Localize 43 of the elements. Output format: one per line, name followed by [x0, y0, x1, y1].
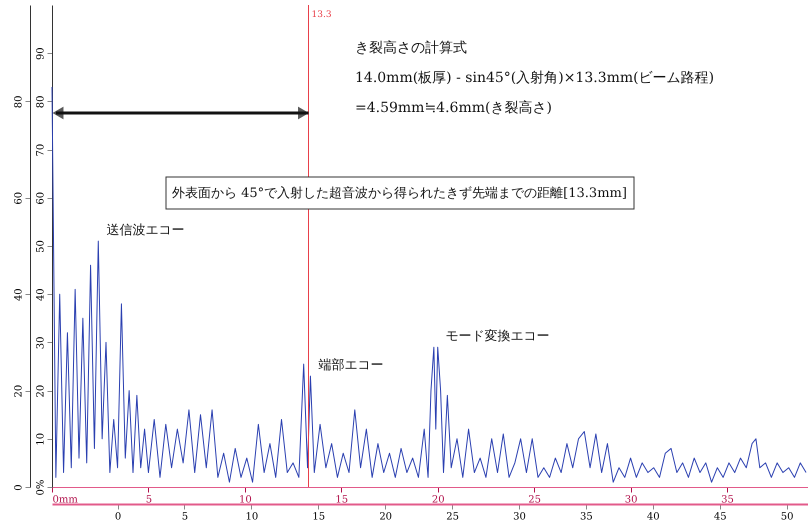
annotation: モード変換エコー — [446, 328, 550, 344]
x-tick-label: 35 — [721, 494, 734, 506]
annotation: =4.59mm≒4.6mm(き裂高さ) — [355, 100, 552, 116]
x-tick-label: 30 — [624, 494, 638, 506]
annotation: 14.0mm(板厚) - sin45°(入射角)×13.3mm(ビーム路程) — [355, 70, 714, 86]
x2-tick-label: 45 — [714, 512, 727, 522]
y-tick-label: 90 — [36, 47, 46, 60]
y2-tick-label: 60 — [14, 192, 24, 205]
annotation: 端部エコー — [318, 358, 384, 374]
x2-tick-label: 35 — [580, 512, 593, 522]
x2-tick-label: 5 — [182, 512, 188, 522]
x-tick-label: 20 — [432, 494, 445, 506]
annotation: き裂高さの計算式 — [355, 40, 467, 56]
annotation: 外表面から 45°で入射した超音波から得られたきず先端までの距離[13.3mm] — [172, 186, 627, 201]
y2-tick-label: 40 — [14, 288, 24, 302]
y-tick-label: 10 — [36, 432, 46, 446]
x2-tick-label: 20 — [379, 512, 392, 522]
x2-tick-label: 25 — [446, 512, 459, 522]
y-tick-label: 60 — [36, 192, 46, 205]
x-tick-label: 15 — [335, 494, 348, 506]
x2-tick-label: 40 — [646, 512, 660, 522]
x-tick-label: 5 — [146, 494, 152, 506]
y-tick-label: 50 — [36, 240, 46, 253]
annotation: 送信波エコー — [106, 223, 184, 238]
y-tick-label: 80 — [36, 96, 46, 108]
y2-tick-label: 0 — [14, 484, 24, 491]
x-tick-label: 25 — [528, 494, 542, 506]
x2-tick-label: 15 — [312, 512, 326, 522]
y-tick-label: 70 — [36, 144, 46, 156]
x2-tick-label: 0 — [114, 512, 122, 522]
line-series — [52, 86, 807, 483]
y-tick-label: 40 — [36, 288, 46, 302]
y2-tick-label: 20 — [14, 384, 24, 398]
x-tick-label: 10 — [238, 494, 252, 506]
x-tick-label: 0mm — [52, 494, 78, 506]
ref-line-label: 13.3 — [312, 10, 332, 20]
y-tick-label: 20 — [36, 384, 46, 398]
y-tick-label: 30 — [36, 336, 46, 350]
x2-tick-label: 10 — [246, 512, 258, 522]
y-tick-label: 0% — [36, 480, 46, 496]
y2-tick-label: 80 — [14, 96, 24, 108]
x2-tick-label: 30 — [513, 512, 526, 522]
x2-tick-label: 50 — [780, 512, 794, 522]
